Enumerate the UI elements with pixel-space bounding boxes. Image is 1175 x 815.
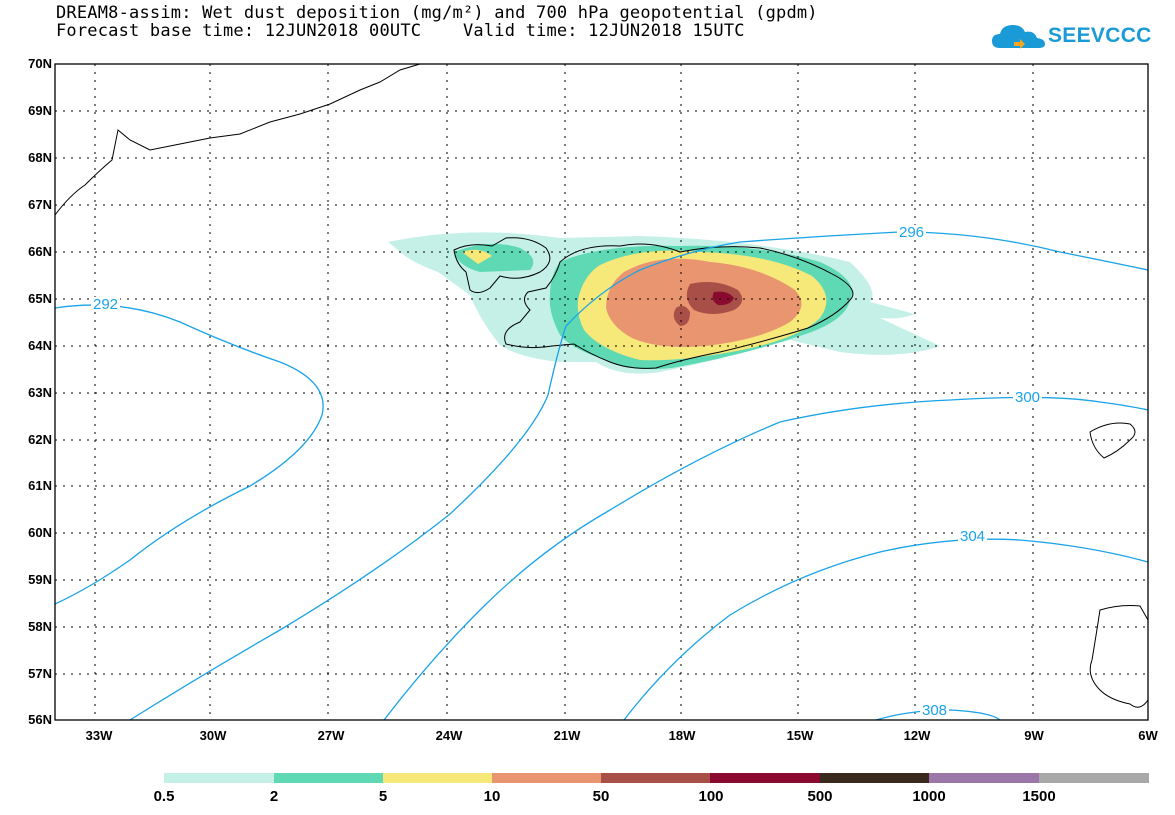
legend-label: 2 (269, 788, 279, 805)
lon-label: 30W (199, 728, 227, 743)
contour-308 (875, 709, 1001, 721)
cloud-logo-icon (992, 25, 1045, 49)
lat-label: 70N (28, 56, 52, 71)
lon-label: 27W (317, 728, 345, 743)
lon-label: 9W (1024, 728, 1044, 743)
legend-label: 500 (807, 788, 833, 805)
lat-label: 69N (28, 103, 52, 118)
legend-swatch (492, 773, 602, 783)
lat-label: 67N (28, 197, 52, 212)
faroe-coast (1089, 422, 1136, 459)
contour-label-296: 296 (897, 224, 927, 241)
lat-label: 65N (28, 291, 52, 306)
legend-swatch (710, 773, 820, 783)
lat-label: 57N (28, 666, 52, 681)
contour-296 (129, 231, 1149, 721)
legend-swatch (383, 773, 493, 783)
map-frame (54, 63, 1149, 721)
legend-swatch (1039, 773, 1149, 783)
deposition-shading (388, 232, 940, 374)
lat-label: 56N (28, 712, 52, 727)
contour-label-308: 308 (920, 702, 950, 719)
contour-label-292: 292 (91, 296, 121, 313)
lon-label: 12W (903, 728, 931, 743)
lat-label: 63N (28, 385, 52, 400)
legend-label: 0.5 (153, 788, 175, 805)
lat-label: 61N (28, 478, 52, 493)
map-subtitle: Forecast base time: 12JUN2018 00UTC Vali… (56, 21, 745, 41)
greenland-coast (54, 63, 421, 216)
legend-swatch (820, 773, 930, 783)
lon-label: 24W (435, 728, 463, 743)
legend-swatch (274, 773, 384, 783)
lon-label: 21W (553, 728, 581, 743)
scotland-coast (1089, 605, 1149, 708)
legend-swatch (164, 773, 274, 783)
legend-swatch (601, 773, 711, 783)
lat-label: 62N (28, 432, 52, 447)
lon-label: 6W (1138, 728, 1158, 743)
contour-label-300: 300 (1013, 389, 1043, 406)
legend-swatch (929, 773, 1039, 783)
lat-label: 60N (28, 525, 52, 540)
lat-label: 66N (28, 244, 52, 259)
lat-label: 58N (28, 619, 52, 634)
map-title: DREAM8-assim: Wet dust deposition (mg/m²… (56, 3, 818, 23)
legend-label: 1000 (912, 788, 946, 805)
legend-label: 100 (698, 788, 724, 805)
lon-label: 33W (85, 728, 113, 743)
seevccc-logo: SEEVCCC (990, 20, 1151, 54)
lat-label: 64N (28, 338, 52, 353)
graticule (55, 64, 1148, 720)
legend-label: 5 (378, 788, 388, 805)
lon-label: 18W (668, 728, 696, 743)
logo-text: SEEVCCC (1048, 24, 1152, 47)
lat-label: 59N (28, 572, 52, 587)
deposition-level-100 (712, 291, 734, 306)
legend-label: 1500 (1022, 788, 1056, 805)
contour-292 (54, 304, 324, 605)
legend-label: 50 (592, 788, 610, 805)
coastlines (54, 63, 1149, 708)
legend-label: 10 (483, 788, 501, 805)
geopotential-contours (54, 231, 1149, 721)
contour-304 (623, 538, 1149, 721)
contour-label-304: 304 (958, 528, 988, 545)
lat-label: 68N (28, 150, 52, 165)
contour-300 (383, 396, 1149, 721)
lon-label: 15W (786, 728, 814, 743)
